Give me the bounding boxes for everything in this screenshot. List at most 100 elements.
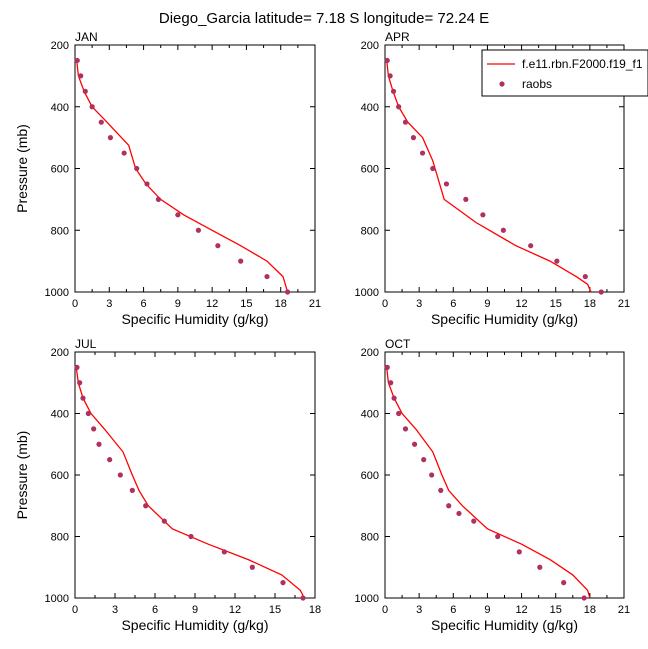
model-line: [386, 60, 592, 293]
x-tick-label: 18: [275, 298, 287, 310]
obs-point: [463, 196, 469, 202]
x-tick-label: 15: [550, 298, 562, 310]
obs-point: [446, 503, 452, 509]
x-tick-label: 15: [269, 604, 281, 616]
obs-point: [249, 564, 255, 570]
x-tick-label: 18: [309, 604, 321, 616]
obs-point: [419, 150, 426, 156]
panel-label: APR: [385, 30, 410, 44]
obs-point: [144, 181, 150, 187]
plot-frame: [384, 351, 625, 599]
y-tick-label: 200: [51, 347, 69, 359]
obs-point: [74, 364, 80, 370]
y-tick-label: 800: [361, 532, 379, 544]
model-line: [75, 367, 305, 599]
obs-point: [471, 518, 477, 524]
legend-obs-swatch: [499, 81, 505, 87]
x-tick-label: 9: [192, 604, 198, 616]
x-tick-label: 0: [72, 298, 78, 310]
x-tick-label: 15: [550, 604, 562, 616]
x-tick-label: 3: [416, 298, 422, 310]
obs-point: [117, 472, 123, 478]
x-axis-label: Specific Humidity (g/kg): [431, 311, 578, 327]
panel-label: OCT: [385, 337, 411, 351]
y-tick-label: 400: [361, 409, 379, 421]
x-tick-label: 9: [175, 298, 181, 310]
y-tick-label: 600: [361, 164, 379, 176]
obs-point: [411, 441, 418, 447]
obs-point: [421, 457, 427, 463]
y-axis-label: Pressure (mb): [14, 124, 30, 213]
obs-point: [388, 380, 394, 386]
x-tick-label: 21: [618, 604, 630, 616]
y-tick-label: 400: [51, 102, 69, 114]
obs-point: [410, 135, 417, 141]
x-tick-label: 3: [106, 298, 112, 310]
x-tick-label: 21: [618, 298, 630, 310]
obs-point: [89, 104, 95, 110]
obs-point: [96, 441, 102, 447]
y-tick-label: 200: [361, 40, 379, 52]
obs-point: [143, 503, 149, 509]
panel-label: JUL: [75, 337, 97, 351]
x-tick-label: 6: [450, 604, 456, 616]
obs-point: [129, 487, 135, 493]
obs-point: [77, 380, 83, 386]
panel-apr: APR 0 3 6 9 12 15 18 21 200 400 600 800 1000 Specific …: [355, 30, 648, 327]
obs-point: [396, 104, 402, 110]
x-tick-label: 3: [112, 604, 118, 616]
obs-point: [175, 212, 181, 218]
x-tick-label: 3: [416, 604, 422, 616]
obs-point: [402, 426, 409, 432]
obs-point: [300, 595, 306, 601]
obs-point: [107, 457, 113, 463]
obs-point: [215, 243, 221, 249]
obs-point: [80, 395, 86, 401]
legend-box: [481, 49, 648, 97]
obs-point: [161, 518, 167, 524]
x-tick-label: 18: [584, 298, 596, 310]
obs-point: [554, 258, 560, 264]
obs-point: [500, 227, 506, 233]
obs-point: [581, 595, 587, 601]
plot-frame: [74, 44, 316, 293]
x-axis-label: Specific Humidity (g/kg): [121, 617, 268, 633]
x-tick-label: 0: [382, 604, 388, 616]
x-tick-label: 12: [206, 298, 218, 310]
obs-point: [390, 88, 397, 94]
obs-point: [598, 289, 604, 295]
obs-point: [284, 289, 291, 295]
obs-point: [74, 57, 80, 64]
obs-point: [384, 364, 390, 370]
obs-point: [107, 135, 114, 141]
obs-point: [495, 533, 501, 540]
x-tick-label: 9: [484, 604, 490, 616]
obs-point: [121, 150, 127, 156]
y-tick-label: 600: [361, 470, 379, 482]
obs-point: [516, 549, 522, 555]
obs-point: [384, 57, 390, 64]
obs-point: [82, 88, 88, 94]
y-tick-label: 400: [51, 409, 69, 421]
legend-obs-label: raobs: [522, 77, 552, 91]
y-tick-label: 800: [361, 225, 379, 237]
panel-jul: JUL 0 3 6 9 12 15 18 200 400 600 800 1000 Specific Hu…: [14, 337, 321, 633]
legend-model-label: f.e11.rbn.F2000.f19_f1: [522, 57, 643, 71]
obs-point: [443, 181, 450, 187]
y-tick-label: 1000: [45, 287, 69, 299]
plot-frame: [74, 351, 316, 599]
y-tick-label: 1000: [355, 593, 379, 605]
x-tick-label: 12: [515, 604, 527, 616]
obs-point: [91, 426, 97, 432]
obs-point: [134, 165, 140, 172]
x-tick-label: 6: [152, 604, 158, 616]
obs-point: [78, 73, 84, 79]
x-tick-label: 0: [382, 298, 388, 310]
y-tick-label: 600: [51, 470, 69, 482]
y-tick-label: 200: [51, 40, 69, 52]
x-tick-label: 9: [484, 298, 490, 310]
obs-point: [528, 243, 534, 249]
obs-point: [391, 395, 397, 401]
